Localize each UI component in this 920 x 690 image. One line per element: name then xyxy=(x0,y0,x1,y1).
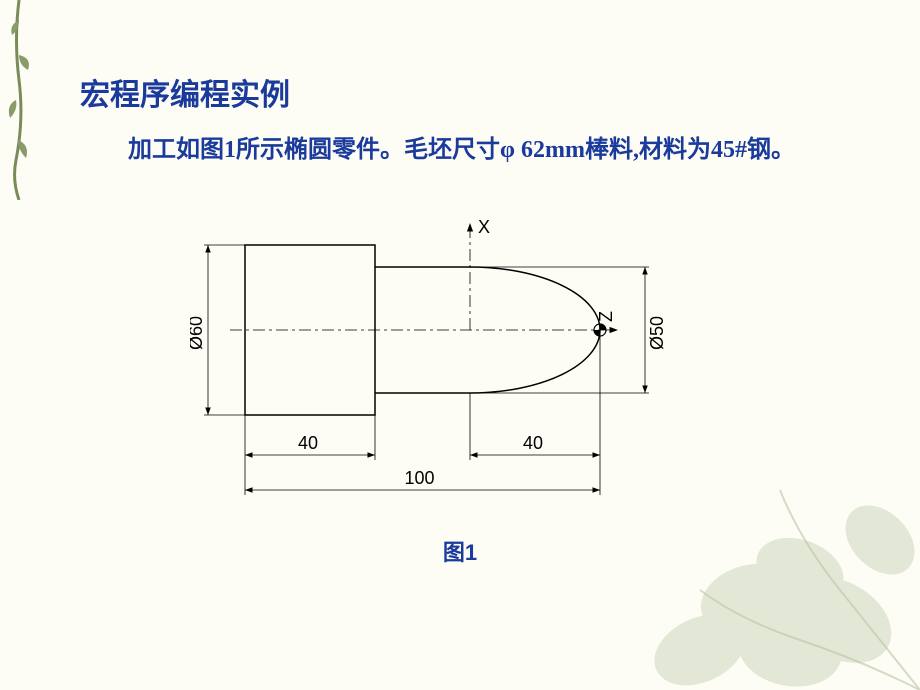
svg-text:X: X xyxy=(478,217,490,237)
svg-text:100: 100 xyxy=(405,468,435,488)
svg-text:40: 40 xyxy=(298,433,318,453)
figure-caption: 图1 xyxy=(0,535,920,567)
svg-text:Ø50: Ø50 xyxy=(647,316,667,350)
figure-drawing: X Z Ø60 Ø50 40 40 100 xyxy=(190,215,750,515)
svg-text:Ø60: Ø60 xyxy=(190,316,206,350)
paragraph: 加工如图1所示椭圆零件。毛坯尺寸φ 62mm棒料,材料为45#钢。 xyxy=(80,130,840,171)
svg-text:40: 40 xyxy=(523,433,543,453)
svg-text:Z: Z xyxy=(596,311,616,322)
page-title: 宏程序编程实例 xyxy=(80,70,290,114)
decor-vine-top xyxy=(4,0,34,200)
